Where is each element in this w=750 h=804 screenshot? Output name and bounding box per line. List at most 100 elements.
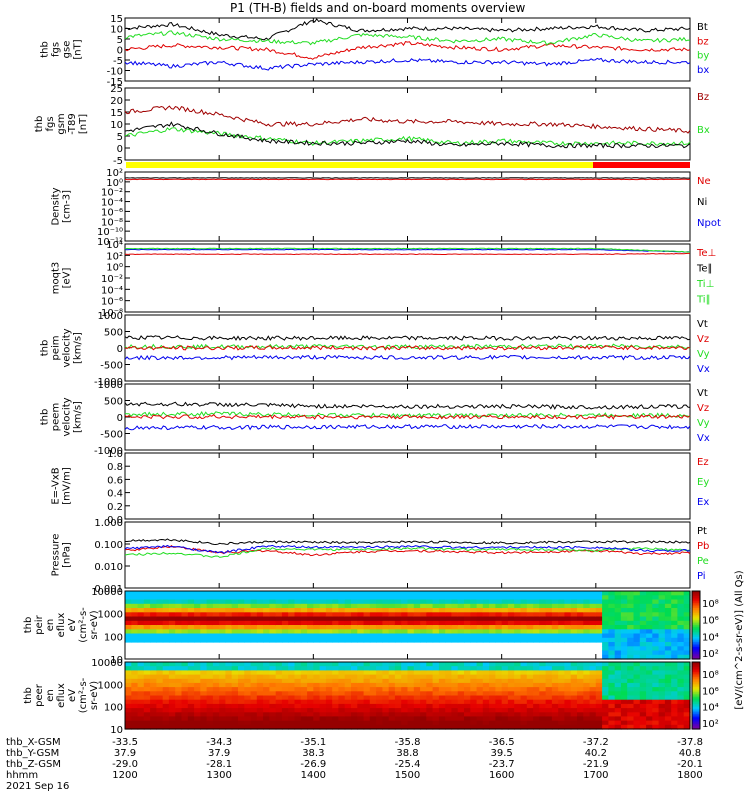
spectrogram-cell: [438, 591, 446, 596]
spectrogram-cell: [476, 616, 484, 622]
spectrogram-cell: [187, 687, 195, 692]
spectrogram-cell: [470, 691, 478, 697]
spectrogram-cell: [376, 616, 383, 622]
spectrogram-cell: [307, 633, 314, 639]
spectrogram-cell: [294, 720, 302, 726]
spectrogram-cell: [219, 603, 227, 609]
spectrogram-cell: [357, 633, 365, 639]
spectrogram-cell: [269, 703, 277, 709]
spectrogram-cell: [489, 720, 496, 726]
spectrogram-cell: [300, 678, 308, 684]
spectrogram-cell: [294, 674, 302, 680]
spectrogram-cell: [602, 682, 609, 688]
spectrogram-cell: [319, 599, 327, 605]
spectrogram-cell: [288, 608, 296, 613]
spectrogram-cell: [219, 712, 227, 718]
spectrogram-cell: [658, 662, 666, 667]
spectrogram-cell: [382, 724, 390, 730]
spectrogram-cell: [470, 699, 478, 705]
y-axis-label: thb: [23, 617, 34, 634]
spectrogram-cell: [507, 687, 515, 692]
spectrogram-cell: [294, 670, 302, 676]
spectrogram-cell: [432, 612, 440, 618]
spectrogram-cell: [256, 695, 264, 701]
spectrogram-cell: [187, 625, 195, 630]
spectrogram-cell: [639, 678, 647, 684]
legend-entry: Pi: [697, 571, 706, 582]
spectrogram-cell: [131, 687, 139, 692]
spectrogram-cell: [131, 691, 139, 697]
spectrogram-cell: [125, 662, 132, 667]
spectrogram-cell: [545, 712, 553, 718]
legend-entry: Pe: [697, 556, 709, 567]
spectrogram-cell: [445, 670, 453, 676]
spectrogram-cell: [125, 637, 132, 643]
spectrogram-cell: [464, 703, 471, 709]
spectrogram-cell: [457, 716, 465, 722]
spectrogram-cell: [175, 687, 183, 692]
spectrogram-cell: [175, 691, 183, 697]
spectrogram-cell: [451, 633, 459, 639]
spectrogram-cell: [570, 691, 578, 697]
spectrogram-cell: [520, 666, 528, 671]
legend-entry: Ez: [697, 457, 709, 468]
spectrogram-cell: [501, 682, 509, 688]
spectrogram-cell: [501, 712, 509, 718]
spectrogram-cell: [363, 662, 371, 667]
y-axis-label: [eV]: [62, 268, 73, 289]
spectrogram-cell: [332, 687, 340, 692]
spectrogram-cell: [125, 591, 132, 596]
spectrogram-cell: [388, 595, 396, 601]
spectrogram-cell: [658, 616, 666, 622]
spectrogram-cell: [602, 612, 609, 618]
spectrogram-cell: [357, 708, 365, 713]
spectrogram-cell: [143, 637, 151, 643]
spectrogram-cell: [256, 666, 264, 671]
colorbar-segment: [692, 619, 700, 623]
spectrogram-cell: [319, 603, 327, 609]
spectrogram-cell: [269, 603, 277, 609]
spectrogram-cell: [589, 708, 597, 713]
spectrogram-cell: [212, 687, 220, 692]
spectrogram-cell: [564, 595, 572, 601]
spectrogram-cell: [639, 666, 647, 671]
spectrogram-cell: [558, 716, 566, 722]
spectrogram-cell: [325, 662, 333, 667]
spectrogram-cell: [363, 691, 371, 697]
spectrogram-cell: [338, 724, 346, 730]
spectrogram-cell: [495, 712, 503, 718]
spectrogram-cell: [219, 724, 227, 730]
spectrogram-cell: [351, 695, 358, 701]
spectrogram-cell: [602, 708, 609, 713]
y-tick-label: 10⁻⁴: [101, 198, 123, 209]
spectrogram-cell: [438, 699, 446, 705]
spectrogram-cell: [671, 687, 679, 692]
spectrogram-cell: [294, 608, 302, 613]
spectrogram-cell: [238, 662, 245, 667]
spectrogram-cell: [451, 670, 459, 676]
spectrogram-cell: [520, 637, 528, 643]
spectrogram-cell: [319, 620, 327, 626]
spectrogram-cell: [533, 629, 540, 635]
spectrogram-cell: [344, 708, 352, 713]
spectrogram-cell: [457, 625, 465, 630]
spectrogram-cell: [212, 712, 220, 718]
spectrogram-cell: [332, 708, 340, 713]
spectrogram-cell: [646, 650, 653, 656]
spectrogram-cell: [376, 716, 383, 722]
spectrogram-cell: [533, 666, 540, 671]
spectrogram-cell: [432, 724, 440, 730]
spectrogram-cell: [564, 591, 572, 596]
spectrogram-cell: [382, 687, 390, 692]
spectrogram-cell: [507, 620, 515, 626]
spectrogram-cell: [187, 716, 195, 722]
spectrogram-cell: [225, 712, 233, 718]
spectrogram-cell: [633, 712, 641, 718]
spectrogram-cell: [413, 712, 421, 718]
spectrogram-cell: [420, 603, 427, 609]
footer-value: -28.1: [206, 759, 232, 770]
spectrogram-cell: [438, 595, 446, 601]
spectrogram-cell: [489, 703, 496, 709]
spectrogram-cell: [238, 699, 245, 705]
spectrogram-cell: [168, 703, 176, 709]
